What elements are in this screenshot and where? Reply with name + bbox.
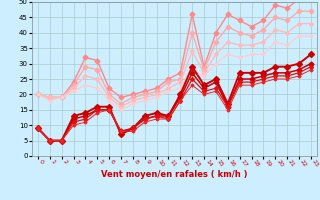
X-axis label: Vent moyen/en rafales ( km/h ): Vent moyen/en rafales ( km/h ) (101, 170, 248, 179)
